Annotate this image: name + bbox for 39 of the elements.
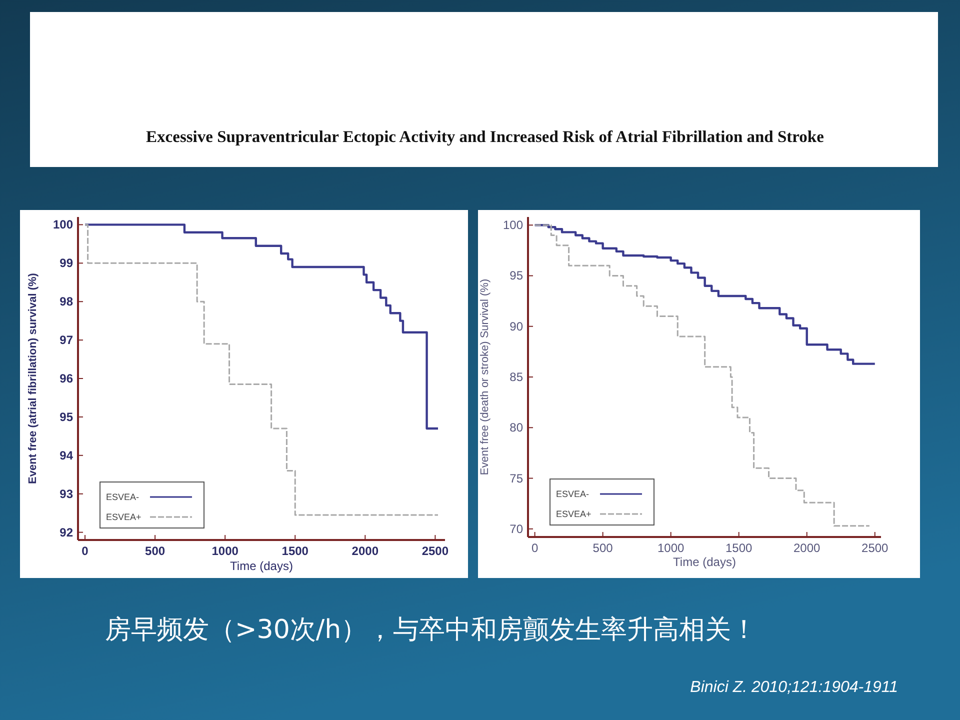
text: 房早频发（>30次/h），与卒中和房颤发生率升高相关！ (105, 614, 758, 647)
x-tick-label: 2500 (862, 541, 889, 555)
y-tick-label: 80 (510, 420, 524, 435)
y-axis-title: Event free (death or stroke) Survival (%) (479, 278, 491, 476)
y-tick-label: 96 (60, 372, 74, 386)
x-tick-label: 1000 (212, 544, 239, 558)
y-tick-label: 75 (510, 471, 524, 486)
x-tick-label: 2000 (352, 544, 379, 558)
y-tick-label: 90 (510, 319, 524, 334)
x-tick-label: 2500 (422, 544, 449, 558)
y-tick-label: 94 (60, 448, 74, 462)
y-tick-label: 95 (510, 268, 524, 283)
y-tick-label: 93 (60, 486, 74, 501)
x-tick-label: 500 (145, 544, 166, 558)
x-tick-label: 1500 (282, 544, 309, 558)
y-tick-label: 92 (60, 525, 74, 540)
text: Binici Z. 2010;121:1904-1911 (690, 679, 898, 696)
y-tick-label: 97 (60, 333, 74, 348)
legend-label: ESVEA+ (106, 512, 142, 522)
y-tick-label: 95 (60, 410, 74, 424)
y-tick-label: 70 (510, 522, 524, 536)
x-tick-label: 0 (531, 541, 538, 555)
y-tick-label: 100 (52, 218, 74, 232)
x-tick-label: 0 (82, 544, 89, 558)
x-tick-label: 500 (592, 541, 614, 555)
legend-label: ESVEA- (556, 489, 590, 499)
x-tick-label: 1000 (657, 541, 684, 555)
legend-label: ESVEA- (106, 492, 140, 502)
legend-label: ESVEA+ (556, 509, 592, 519)
x-axis-title: Time (days) (673, 555, 736, 569)
y-tick-label: 98 (60, 294, 74, 309)
x-tick-label: 2000 (794, 541, 821, 555)
y-tick-label: 85 (510, 370, 524, 384)
y-axis-title: Event free (atrial fibrillation) survival (%) (27, 272, 39, 484)
text: Excessive Supraventricular Ectopic Activity and Increased Risk of Atrial Fibrillation and Stroke (145, 127, 825, 146)
y-tick-label: 100 (502, 218, 524, 232)
x-tick-label: 1500 (725, 541, 753, 555)
y-tick-label: 99 (60, 256, 74, 270)
x-axis-title: Time (days) (230, 559, 293, 573)
